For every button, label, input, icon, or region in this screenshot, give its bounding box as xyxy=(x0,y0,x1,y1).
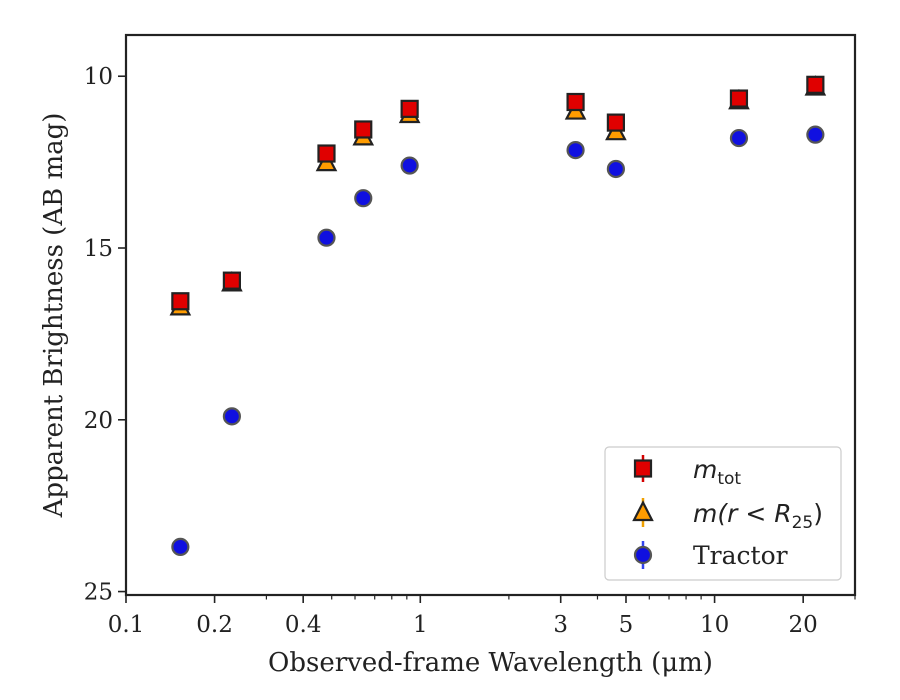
x-tick-label: 0.2 xyxy=(196,612,233,638)
x-tick-label: 0.4 xyxy=(285,612,322,638)
y-axis-label: Apparent Brightness (AB mag) xyxy=(39,113,69,519)
legend-entry-tractor: Tractor xyxy=(633,541,788,570)
tractor-point xyxy=(566,140,585,160)
x-tick-label: 3 xyxy=(553,612,568,638)
tractor-point xyxy=(222,407,241,426)
mtot-point xyxy=(317,144,336,163)
mtot-point xyxy=(222,271,241,290)
legend-box xyxy=(604,446,842,581)
legend-label-tractor: Tractor xyxy=(693,541,788,570)
legend-label-mtot: mtot xyxy=(693,455,741,489)
x-axis-label: Observed-frame Wavelength (μm) xyxy=(268,648,713,678)
tractor-point xyxy=(606,159,625,179)
mtot-point xyxy=(171,292,190,311)
x-tick-label: 20 xyxy=(789,612,818,638)
tractor-point xyxy=(729,128,749,148)
y-tick-label: 10 xyxy=(84,64,113,90)
x-tick-label: 5 xyxy=(619,612,634,638)
x-tick-label: 10 xyxy=(700,612,729,638)
legend-label-mr25: m(r < R25) xyxy=(693,499,823,533)
legend: mtot m(r < R25) Tractor xyxy=(604,446,842,581)
y-tick-label: 15 xyxy=(84,236,113,262)
tractor-point xyxy=(354,189,373,208)
mtot-point xyxy=(400,99,419,118)
y-tick-label: 25 xyxy=(84,580,113,606)
mtot-point xyxy=(806,75,825,94)
legend-entry-mr25: m(r < R25) xyxy=(632,498,823,533)
tractor-point xyxy=(400,156,419,175)
x-tick-label: 0.1 xyxy=(108,612,145,638)
y-tick-label: 20 xyxy=(84,408,113,434)
legend-circle-marker xyxy=(633,545,653,565)
mtot-point xyxy=(354,120,373,139)
tractor-point xyxy=(806,125,825,144)
mtot-point xyxy=(606,113,625,132)
plot-frame xyxy=(124,33,857,597)
x-tick-label: 1 xyxy=(413,612,428,638)
legend-entry-mtot: mtot xyxy=(633,455,741,489)
tractor-point xyxy=(171,537,190,557)
mtot-point xyxy=(729,89,749,108)
tractor-point xyxy=(317,228,336,247)
legend-square-marker xyxy=(633,459,653,478)
legend-triangle-marker xyxy=(632,500,654,522)
mtot-point xyxy=(566,92,585,112)
axis-ticks: 0.1 0.2 0.4 1 3 5 10 20 10 15 20 25 xyxy=(84,64,856,638)
data-points xyxy=(169,75,827,557)
